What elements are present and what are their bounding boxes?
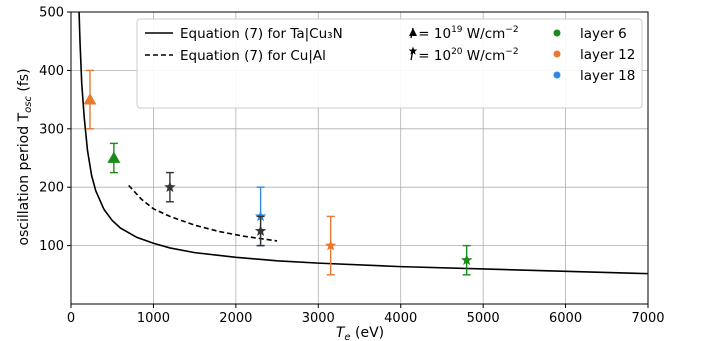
legend-triangle-marker	[409, 28, 417, 36]
star-marker	[460, 254, 473, 266]
x-tick-label: 2000	[219, 311, 252, 326]
legend-label-layer-12: layer 12	[580, 47, 635, 63]
x-tick-label: 3000	[302, 311, 335, 326]
curves	[78, 11, 649, 275]
data-points	[83, 69, 473, 276]
y-tick-label: 200	[39, 181, 64, 196]
x-tick-label: 4000	[384, 311, 417, 326]
triangle-marker	[83, 93, 97, 105]
star-marker	[324, 239, 337, 251]
star-marker	[254, 225, 267, 236]
plot-frame	[70, 11, 649, 305]
y-tick-label: 400	[39, 64, 64, 79]
y-tick-label: 500	[39, 6, 64, 21]
x-axis-label: Te (eV)	[336, 325, 384, 341]
y-axis-label: oscillation period Tosc (fs)	[16, 68, 34, 245]
legend-label-ta: Equation (7) for Ta|Cu₃N	[180, 26, 343, 42]
legend-dot-layer-6	[553, 29, 561, 37]
x-tick-label: 7000	[631, 311, 664, 326]
x-axis-ticks: 0 1000 2000 3000 4000 5000 6000 7000	[67, 304, 665, 326]
y-tick-label: 100	[39, 239, 64, 254]
triangle-marker	[107, 151, 121, 163]
x-tick-label: 1000	[137, 311, 170, 326]
legend-label-i19: I = 1019 W/cm−2	[410, 25, 519, 42]
curve-cu-al	[128, 184, 278, 242]
x-tick-label: 6000	[549, 311, 582, 326]
x-tick-label: 5000	[467, 311, 500, 326]
x-tick-label: 0	[67, 311, 75, 326]
y-axis-ticks: 100 200 300 400 500	[39, 6, 71, 254]
legend-box	[136, 18, 643, 109]
curve-ta-cu3n	[78, 11, 649, 275]
legend-label-cu: Equation (7) for Cu|Al	[180, 48, 326, 64]
y-tick-label: 300	[39, 122, 64, 137]
legend-dot-layer-12	[553, 50, 561, 58]
legend: Equation (7) for Ta|Cu₃N Equation (7) fo…	[136, 18, 643, 109]
legend-label-layer-18: layer 18	[580, 68, 635, 84]
legend-star-marker	[408, 46, 418, 55]
legend-label-i20: I = 1020 W/cm−2	[410, 47, 519, 64]
legend-label-layer-6: layer 6	[580, 26, 627, 42]
legend-dot-layer-18	[553, 71, 561, 79]
star-marker	[164, 181, 176, 193]
